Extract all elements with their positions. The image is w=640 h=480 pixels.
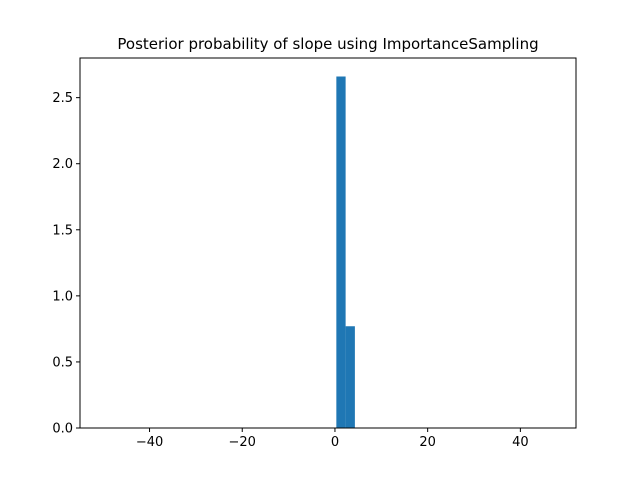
y-tick-label: 0.5 [52,355,73,370]
histogram-bar-1 [336,76,346,428]
y-tick-label: 0.0 [52,422,73,437]
y-tick-label: 1.0 [52,289,73,304]
plot-frame [79,57,577,429]
x-tick-label: −20 [229,435,256,450]
y-tick-label: 2.5 [52,91,73,106]
x-tick-label: 40 [512,435,529,450]
histogram-bar-2 [345,326,355,428]
x-tick-label: −40 [136,435,163,450]
y-tick-label: 2.0 [52,157,73,172]
bars-group [336,76,355,428]
chart-title: Posterior probability of slope using Imp… [117,35,538,53]
x-tick-label: 0 [331,435,339,450]
y-axis-ticks: 0.0 0.5 1.0 1.5 2.0 2.5 [52,91,80,437]
x-axis-ticks: −40 −20 0 20 40 [136,428,529,450]
y-tick-label: 1.5 [52,223,73,238]
x-tick-label: 20 [419,435,436,450]
